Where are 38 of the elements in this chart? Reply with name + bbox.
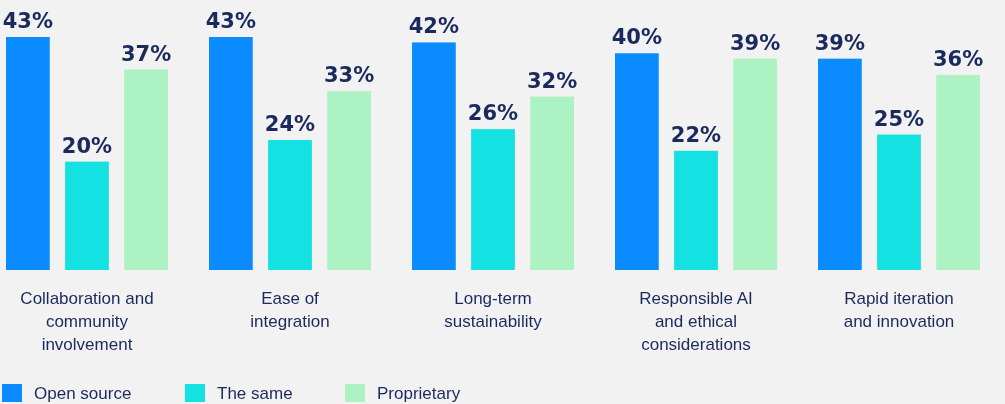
bar <box>412 42 456 270</box>
x-tick-label: Rapid iteration and innovation <box>843 289 955 331</box>
legend-label: Proprietary <box>377 384 461 403</box>
bar <box>530 96 574 270</box>
data-label: 37% <box>120 41 172 66</box>
data-label: 33% <box>323 63 375 88</box>
data-label: 20% <box>61 133 113 158</box>
bar <box>65 161 109 270</box>
data-label: 26% <box>467 101 519 126</box>
data-label: 22% <box>670 122 722 147</box>
data-label: 24% <box>264 111 316 136</box>
data-label: 32% <box>526 68 578 93</box>
bar <box>877 134 921 270</box>
bar <box>209 37 253 270</box>
bar <box>818 58 862 270</box>
bar <box>268 139 312 270</box>
data-label: 39% <box>814 30 866 55</box>
legend-label: Open source <box>34 384 132 403</box>
x-tick-label: Responsible AI and ethical considerations <box>639 289 753 354</box>
data-label: 25% <box>873 106 925 131</box>
data-label: 40% <box>611 25 663 50</box>
bar <box>733 58 777 270</box>
bar <box>471 129 515 270</box>
bar <box>936 74 980 270</box>
data-label: 43% <box>2 9 54 33</box>
bar <box>327 91 371 270</box>
bar <box>615 53 659 270</box>
legend-label: The same <box>217 384 293 403</box>
data-label: 43% <box>205 9 257 33</box>
x-tick-label: Ease of integration <box>250 289 330 331</box>
bar <box>6 37 50 270</box>
data-label: 42% <box>408 14 460 39</box>
x-tick-label: Long-term sustainability <box>444 289 543 331</box>
data-label: 39% <box>729 30 781 55</box>
bar <box>674 150 718 270</box>
bar <box>124 69 168 270</box>
x-tick-label: Collaboration and community involvement <box>20 289 154 354</box>
data-label: 36% <box>932 46 984 71</box>
